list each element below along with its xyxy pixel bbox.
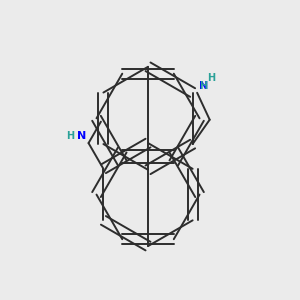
Text: H: H <box>199 81 207 91</box>
Text: H: H <box>207 73 215 83</box>
Text: N: N <box>199 81 208 91</box>
Text: N: N <box>77 131 87 141</box>
Text: H: H <box>67 131 75 141</box>
